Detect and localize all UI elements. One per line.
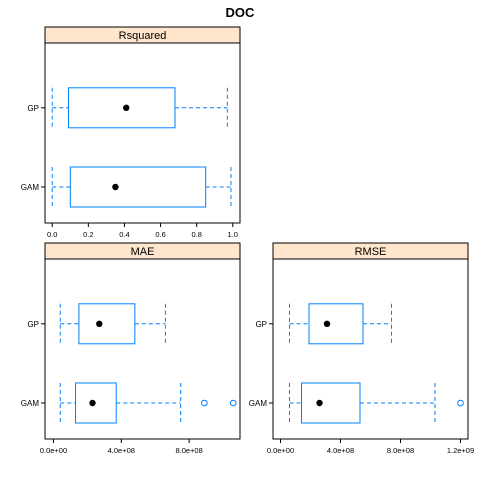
box-iqr	[301, 382, 361, 424]
median-dot	[316, 399, 323, 407]
panel-border	[44, 242, 241, 440]
outlier-point	[201, 399, 208, 407]
median-dot	[96, 320, 103, 327]
strip-label: RMSE	[355, 246, 387, 258]
x-tick-label: 4.0e+08	[327, 446, 354, 455]
median-dot	[112, 183, 119, 191]
x-tick-label: 1.2e+09	[447, 446, 474, 455]
box-gp: GP	[255, 303, 392, 345]
category-label: GP	[27, 104, 39, 113]
box-gam: GAM	[21, 166, 232, 208]
outlier-point	[457, 399, 464, 407]
panel-border	[272, 242, 469, 440]
chart-title: DOC	[226, 5, 256, 20]
box-gp: GP	[27, 303, 166, 345]
box-gam: GAM	[249, 382, 464, 424]
x-tick-label: 0.4	[119, 230, 129, 239]
x-tick-label: 0.0	[47, 230, 57, 239]
panel-rmse: RMSE 0.0e+00 4.0e+08 8.0e+08 1.2e+09 GP GAM	[249, 242, 474, 455]
category-label: GP	[255, 320, 267, 329]
panel-rsquared: Rsquared 0.0 0.2 0.4 0.6 0.8 1.0 GP GAM	[21, 26, 241, 239]
box-iqr	[75, 382, 117, 424]
box-iqr	[308, 303, 364, 345]
x-tick-label: 0.0e+00	[40, 446, 67, 455]
category-label: GAM	[21, 399, 40, 408]
outlier-point	[229, 399, 237, 407]
box-iqr	[78, 303, 136, 345]
panel-border	[44, 26, 241, 224]
strip-label: MAE	[131, 246, 155, 258]
box-gp: GP	[27, 87, 228, 129]
category-label: GP	[27, 320, 39, 329]
category-label: GAM	[21, 183, 40, 192]
x-tick-label: 8.0e+08	[175, 446, 202, 455]
x-tick-label: 4.0e+08	[108, 446, 135, 455]
strip-label: Rsquared	[119, 30, 167, 42]
x-tick-label: 0.2	[83, 230, 93, 239]
x-tick-label: 0.6	[155, 230, 165, 239]
category-label: GAM	[249, 399, 268, 408]
median-dot	[123, 104, 130, 112]
x-tick-label: 0.0e+00	[267, 446, 294, 455]
box-gam: GAM	[21, 382, 237, 424]
median-dot	[89, 399, 96, 407]
median-dot	[323, 320, 331, 327]
x-tick-label: 1.0	[228, 230, 238, 239]
box-iqr	[67, 87, 176, 129]
box-iqr	[69, 166, 207, 208]
x-tick-label: 0.8	[191, 230, 201, 239]
x-tick-label: 8.0e+08	[387, 446, 414, 455]
panel-mae: MAE 0.0e+00 4.0e+08 8.0e+08 GP GAM	[21, 242, 241, 455]
